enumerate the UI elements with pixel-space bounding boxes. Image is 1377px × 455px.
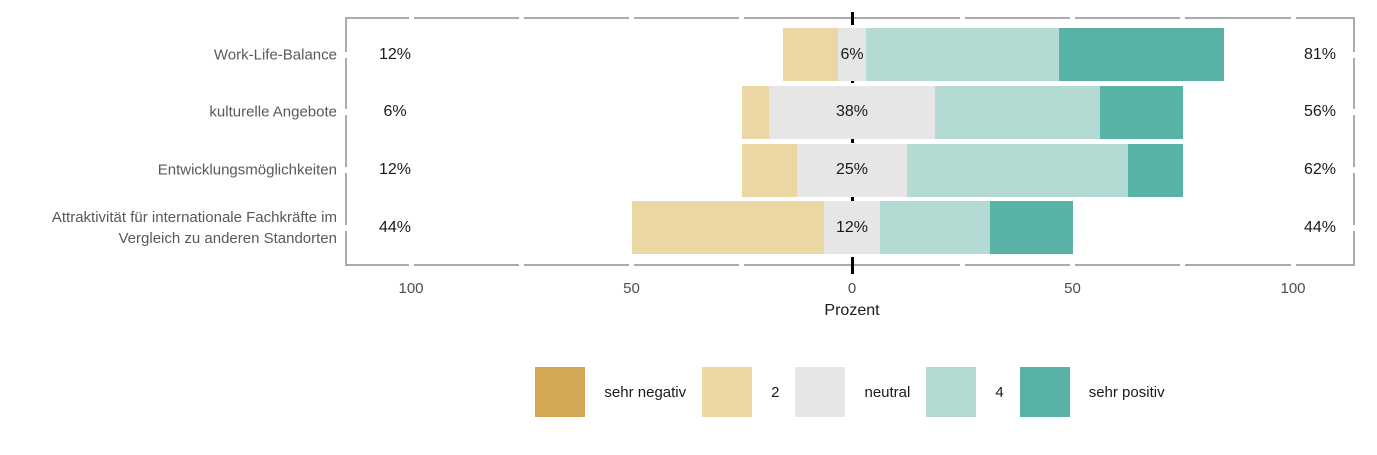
legend-item-4: 4 [926, 367, 1004, 417]
legend-swatch [795, 367, 846, 417]
x-grid-gap-bottom [629, 264, 634, 266]
bar-segment-sehr-positiv [1058, 28, 1225, 81]
left-percent-label: 12% [378, 45, 412, 63]
right-percent-label: 44% [1303, 218, 1337, 236]
legend-swatch [1019, 367, 1070, 417]
bar-segment-sehr-positiv [1100, 85, 1183, 139]
legend-item-sehr-positiv: sehr positiv [1019, 367, 1165, 417]
legend-label: 2 [771, 383, 780, 401]
x-axis-title: Prozent [824, 302, 880, 319]
zero-tick-top [850, 12, 854, 25]
legend: sehr negativ 2 neutral 4 sehr positiv [345, 367, 1355, 417]
bar-segment-sehr-positiv [1127, 143, 1183, 197]
legend-label: sehr negativ [604, 383, 687, 401]
bar-segment-2 [741, 85, 770, 139]
x-grid-gap-bottom [739, 264, 745, 266]
x-tick-label: 0 [847, 280, 857, 297]
legend-label: 4 [995, 383, 1004, 401]
x-grid-gap-bottom [518, 264, 524, 266]
bar-segment-4 [934, 85, 1101, 139]
bar-segment-4 [879, 201, 990, 255]
bar-segment-2 [631, 201, 825, 255]
x-tick-label: 50 [623, 280, 640, 297]
right-percent-label: 56% [1303, 103, 1337, 121]
left-percent-label: 6% [383, 103, 407, 121]
x-grid-gap-top [1180, 17, 1186, 19]
x-tick-label: 100 [398, 280, 424, 297]
y-tick-gap-left [345, 224, 347, 231]
y-tick-gap-right [1353, 224, 1355, 231]
zero-dashed-line [850, 17, 854, 266]
x-grid-gap-top [1290, 17, 1296, 19]
x-grid-gap-top [518, 17, 524, 19]
y-tick-gap-left [345, 109, 347, 116]
category-label: Entwicklungsmöglichkeiten [157, 161, 337, 179]
legend-label: sehr positiv [1088, 383, 1165, 401]
legend-swatch [702, 367, 753, 417]
x-grid-gap-bottom [408, 264, 414, 266]
right-percent-label: 81% [1303, 45, 1337, 63]
y-tick-gap-left [345, 167, 347, 174]
plot-panel: 12% 6% 81% 6% 38% 56% 12% 25% 62% 44% 12% 44% [345, 12, 1355, 274]
bar-segment-sehr-positiv [989, 201, 1073, 255]
x-grid-gap-bottom [959, 264, 965, 266]
bar-segment-4 [865, 28, 1059, 81]
zero-tick-bottom [850, 260, 854, 274]
bar-segment-neutral [824, 201, 880, 255]
x-grid-gap-top [739, 17, 745, 19]
right-percent-label: 62% [1303, 161, 1337, 179]
y-tick-gap-right [1353, 51, 1355, 58]
x-grid-gap-top [1070, 17, 1075, 19]
legend-item-2: 2 [702, 367, 779, 417]
bar-segment-neutral [796, 143, 908, 197]
left-percent-label: 44% [378, 218, 412, 236]
x-tick-label: 50 [1064, 280, 1081, 297]
x-grid-gap-bottom [1290, 264, 1296, 266]
legend-item-sehr-negativ: sehr negativ [535, 367, 686, 417]
center-percent-label: 25% [835, 161, 869, 179]
x-tick-label: 100 [1280, 280, 1306, 297]
bar-segment-2 [783, 28, 839, 81]
center-percent-label: 38% [835, 103, 869, 121]
y-tick-gap-right [1353, 109, 1355, 116]
x-grid-gap-bottom [1180, 264, 1186, 266]
category-label: kulturelle Angebote [209, 103, 337, 121]
y-tick-gap-right [1353, 167, 1355, 174]
legend-item-neutral: neutral [795, 367, 910, 417]
center-percent-label: 6% [840, 45, 864, 63]
bar-segment-neutral [838, 28, 866, 81]
x-grid-gap-bottom [1070, 264, 1075, 266]
left-percent-label: 12% [378, 161, 412, 179]
bar-segment-4 [907, 143, 1128, 197]
category-label: Attraktivität für internationale Fachkrä… [51, 208, 337, 247]
y-tick-gap-left [345, 51, 347, 58]
legend-swatch [535, 367, 586, 417]
legend-swatch [926, 367, 977, 417]
x-grid-gap-top [408, 17, 414, 19]
legend-label: neutral [864, 383, 911, 401]
bar-segment-2 [741, 143, 797, 197]
x-grid-gap-top [629, 17, 634, 19]
category-label: Work-Life-Balance [213, 46, 337, 63]
x-grid-gap-top [959, 17, 965, 19]
center-percent-label: 12% [835, 218, 869, 236]
bar-segment-neutral [769, 85, 935, 139]
